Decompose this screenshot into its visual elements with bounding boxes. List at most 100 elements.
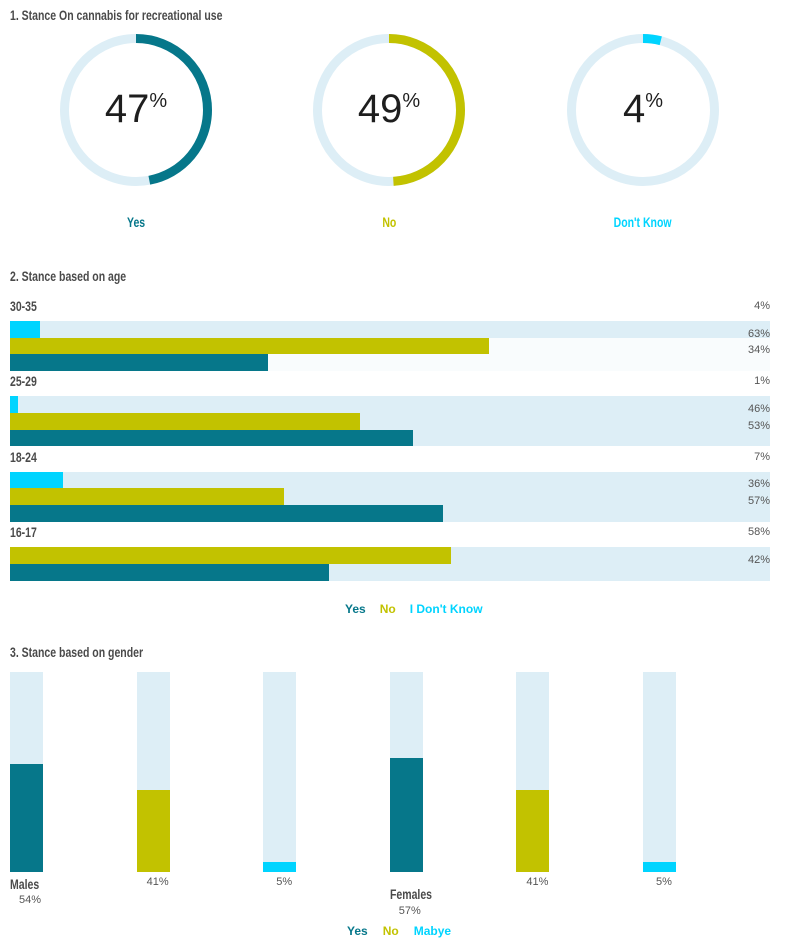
gender-group-label: Females	[390, 886, 446, 902]
bar-value-label: 41%	[526, 876, 549, 888]
percent-sign: %	[149, 90, 168, 112]
age-group-label: 30-35	[10, 298, 46, 314]
bar-yes	[10, 563, 330, 581]
bar-track	[10, 488, 770, 506]
age-group-label: 25-29	[10, 373, 46, 389]
donut-label-yes: Yes	[56, 214, 216, 230]
vertical-bar-track	[643, 672, 676, 872]
percent-sign: %	[402, 90, 421, 112]
bar-track	[10, 563, 770, 581]
section-title-text: 3. Stance based on gender	[10, 644, 144, 660]
bar-females-mabye	[643, 862, 676, 872]
donut-label-text: Yes	[126, 214, 146, 230]
legend-item-dont-know[interactable]: I Don't Know	[409, 602, 483, 616]
donut-value: 4%	[563, 86, 723, 132]
legend-item-yes[interactable]: Yes	[345, 602, 366, 616]
vertical-bar-track	[263, 672, 297, 872]
vertical-bar-track	[516, 672, 550, 872]
donut-label-text: Don't Know	[614, 214, 672, 230]
bar-males-mabye	[263, 862, 297, 872]
vertical-bar-track	[389, 672, 423, 872]
age-group-18-24: 18-24 7% 36% 57%	[0, 449, 792, 524]
bar-track	[10, 429, 770, 447]
legend-item-maybe[interactable]: Mabye	[413, 924, 452, 938]
section-title-gender: 3. Stance based on gender	[10, 642, 187, 660]
bar-i-don-t-know	[10, 321, 41, 338]
bar-no	[10, 413, 360, 430]
gender-bar-column: 5%	[263, 672, 297, 932]
gender-group-label: Males	[10, 876, 49, 892]
bar-value-label: 5%	[656, 876, 672, 888]
bar-yes	[10, 429, 413, 447]
age-group-label-text: 30-35	[10, 298, 37, 314]
legend-item-no[interactable]: No	[382, 924, 399, 938]
bar-track	[10, 354, 770, 372]
donut-ring	[567, 34, 719, 186]
gender-group-label-text: Females	[389, 886, 432, 902]
bar-value-label: 7%	[754, 450, 770, 463]
bar-track	[10, 413, 770, 430]
bar-value-label: 5%	[276, 876, 293, 888]
age-group-label-text: 25-29	[10, 373, 37, 390]
bar-value-label: 41%	[146, 876, 169, 888]
donut-label-no: No	[309, 214, 469, 230]
age-group-label: 16-17	[10, 524, 46, 540]
gender-chart-legend: Yes No Mabye	[347, 923, 466, 939]
donut-percentage-number: 4	[622, 87, 646, 131]
bar-track	[10, 505, 770, 522]
bar-no	[10, 337, 489, 355]
bar-value-label: 36%	[747, 478, 770, 491]
donut-ring	[313, 34, 465, 186]
bar-value-label: 63%	[747, 327, 770, 340]
gender-group-label-text: Males	[10, 876, 40, 892]
bar-females-no	[516, 790, 550, 872]
section-title-text: 1. Stance On cannabis for recreational u…	[10, 7, 223, 23]
section-title-text: 2. Stance based on age	[10, 268, 127, 284]
bar-value-label: 1%	[754, 375, 770, 388]
gender-bar-column: 41%	[136, 672, 170, 932]
bar-no	[10, 488, 284, 506]
bar-males-yes	[10, 764, 43, 872]
bar-track	[10, 471, 770, 489]
age-chart-legend: Yes No I Don't Know	[345, 601, 497, 617]
gender-bar-column: 41%	[516, 672, 550, 932]
bar-males-no	[136, 790, 170, 872]
bar-track	[10, 337, 770, 355]
bar-yes	[10, 354, 269, 372]
gender-bar-column: Females 57%	[389, 672, 432, 932]
bar-value-label: 58%	[747, 526, 770, 539]
donut-percentage-number: 49	[357, 87, 403, 131]
donut-arc-don-t-know	[567, 34, 719, 186]
bar-i-don-t-know	[10, 471, 64, 489]
vertical-bar-track	[10, 672, 43, 872]
age-group-25-29: 25-29 1% 46% 53%	[0, 373, 792, 448]
section-title-recreational-use: 1. Stance On cannabis for recreational u…	[10, 5, 293, 23]
donut-value: 49%	[309, 86, 469, 132]
age-group-label-text: 18-24	[10, 448, 37, 465]
bar-track	[10, 396, 770, 414]
bar-value-label: 54%	[19, 894, 42, 906]
section-title-age: 2. Stance based on age	[10, 266, 165, 284]
age-group-16-17: 16-17 58% 42%	[0, 524, 792, 599]
bar-value-label: 42%	[747, 553, 770, 566]
legend-item-no[interactable]: No	[379, 602, 396, 616]
bar-value-label: 34%	[747, 344, 770, 357]
bar-no	[10, 547, 451, 564]
gender-bar-column: 5%	[643, 672, 676, 932]
donut-percentage-number: 47	[104, 87, 150, 131]
gender-bar-column: Males 54%	[10, 672, 43, 932]
donut-value: 47%	[56, 86, 216, 132]
donut-chart-yes: 47% Yes	[56, 30, 216, 230]
donut-chart-no: 49% No	[309, 30, 469, 230]
legend-item-yes[interactable]: Yes	[347, 924, 368, 938]
donut-arc-yes	[60, 34, 212, 186]
donut-arc-no	[313, 34, 465, 186]
vertical-bar-track	[136, 672, 170, 872]
donut-label-text: No	[381, 214, 396, 230]
bar-value-label: 57%	[398, 905, 421, 917]
bar-value-label: 53%	[747, 419, 770, 432]
donut-ring	[60, 34, 212, 186]
bar-value-label: 4%	[754, 300, 770, 312]
donut-label-don-t-know: Don't Know	[563, 214, 723, 230]
